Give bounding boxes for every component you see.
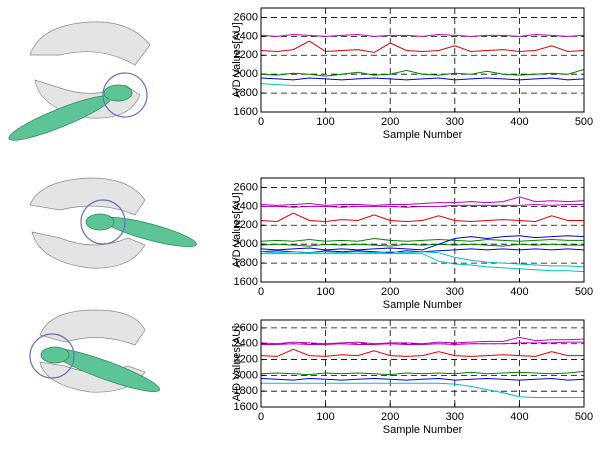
plot-frame (260, 177, 585, 283)
y-tick-label: 1800 (234, 385, 258, 397)
y-axis-label: A/D Values[AU] (231, 326, 243, 402)
data-line (260, 212, 584, 223)
x-tick-label: 200 (381, 116, 399, 128)
x-tick-label: 100 (316, 286, 334, 298)
y-tick-label: 1600 (234, 106, 258, 118)
y-tick-label: 2000 (234, 238, 258, 250)
y-tick-label: 2400 (234, 338, 258, 350)
y-tick-label: 1600 (234, 401, 258, 413)
x-tick-label: 500 (575, 286, 593, 298)
data-line (260, 33, 585, 37)
x-tick-label: 400 (510, 411, 528, 423)
data-line (260, 370, 585, 376)
y-tick-label: 2400 (234, 200, 258, 212)
data-line (260, 251, 585, 268)
x-tick-label: 400 (510, 116, 528, 128)
y-axis-label: A/D Values[AU] (231, 22, 243, 98)
data-line (260, 83, 584, 86)
x-tick-label: 400 (510, 286, 528, 298)
data-line (260, 235, 585, 251)
x-tick-label: 300 (446, 286, 464, 298)
data-line (261, 253, 585, 273)
x-axis-label: Sample Number (383, 424, 463, 436)
data-line (260, 77, 585, 81)
y-axis-label: A/D Values[AU] (231, 192, 243, 268)
data-line (261, 341, 584, 346)
y-tick-label: 2600 (234, 322, 258, 334)
x-tick-label: 100 (316, 116, 334, 128)
x-tick-label: 500 (575, 411, 593, 423)
data-line (261, 203, 584, 208)
y-tick-label: 2200 (234, 49, 258, 61)
x-tick-label: 0 (258, 286, 264, 298)
x-tick-label: 300 (446, 411, 464, 423)
data-line (260, 348, 584, 357)
data-line (260, 237, 584, 242)
y-tick-label: 2200 (234, 219, 258, 231)
x-tick-label: 0 (258, 411, 264, 423)
plot-frame (260, 7, 585, 113)
x-axis-label: Sample Number (383, 299, 463, 311)
data-line (260, 336, 585, 345)
teeth-illustration (8, 21, 151, 141)
y-tick-label: 1800 (234, 87, 258, 99)
data-line (260, 377, 585, 381)
teeth-illustration (29, 177, 197, 269)
data-line (260, 196, 585, 206)
y-tick-label: 2000 (234, 369, 258, 381)
y-tick-label: 1800 (234, 257, 258, 269)
teeth-illustration (29, 309, 160, 393)
x-tick-label: 500 (575, 116, 593, 128)
y-tick-label: 2600 (234, 181, 258, 193)
data-line (260, 69, 585, 77)
x-axis-label: Sample Number (383, 129, 463, 141)
x-tick-label: 300 (446, 116, 464, 128)
y-tick-label: 2000 (234, 68, 258, 80)
plot-frame (260, 319, 585, 408)
y-tick-label: 2600 (234, 11, 258, 23)
x-tick-label: 200 (381, 286, 399, 298)
y-tick-label: 1600 (234, 276, 258, 288)
y-tick-label: 2200 (234, 353, 258, 365)
data-line (260, 40, 585, 53)
x-tick-label: 200 (381, 411, 399, 423)
y-tick-label: 2400 (234, 30, 258, 42)
data-line (261, 382, 584, 398)
x-tick-label: 100 (316, 411, 334, 423)
data-line (260, 243, 584, 247)
x-tick-label: 0 (258, 116, 264, 128)
